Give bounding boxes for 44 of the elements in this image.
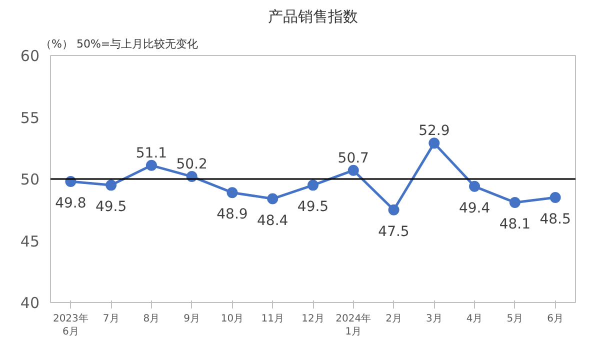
y-tick-label: 55 (20, 108, 40, 127)
point (308, 180, 318, 191)
data-label: 47.5 (378, 224, 410, 240)
y-tick-label: 40 (20, 294, 40, 312)
x-tick-label: 2月 (386, 314, 402, 324)
data-label: 50.7 (338, 150, 369, 166)
x-tick-label: 5月 (506, 314, 524, 324)
point (226, 187, 238, 198)
x-tick-label: 2023年 6月 (52, 312, 88, 338)
x-tick-label: 9月 (184, 314, 200, 324)
point (550, 192, 561, 204)
x-tick-label: 12月 (302, 314, 324, 324)
x-tick-label: 4月 (466, 314, 483, 324)
data-label: 49.5 (95, 199, 127, 216)
point (428, 138, 440, 149)
data-label: 51.1 (136, 145, 168, 162)
point (106, 180, 117, 191)
x-tick-label: 8月 (143, 314, 160, 324)
y-tick-label: 50 (20, 170, 40, 188)
point (469, 180, 480, 192)
chart-title: 产品销售指数 (268, 8, 358, 26)
x-tick-label: 10月 (220, 314, 244, 324)
y-tick-label: 60 (20, 47, 40, 65)
data-label: 48.5 (540, 212, 571, 228)
point (388, 204, 400, 216)
x-tick-label: 11月 (261, 314, 284, 324)
data-label: 48.9 (216, 206, 248, 223)
data-label: 48.1 (499, 216, 531, 232)
data-label: 50.2 (176, 156, 208, 173)
x-tick-label: 3月 (426, 314, 442, 324)
y-tick-label: 45 (20, 232, 40, 250)
point (267, 193, 278, 204)
data-label: 49.4 (458, 200, 490, 216)
data-label: 49.8 (55, 195, 86, 212)
point (348, 164, 359, 176)
data-label: 49.5 (297, 199, 329, 216)
data-label: 52.9 (418, 123, 450, 140)
x-tick-label: 2024年 1月 (336, 312, 372, 338)
x-tick-label: 6月 (547, 314, 564, 324)
x-tick-label: 7月 (102, 314, 120, 324)
point (146, 160, 157, 171)
point (509, 196, 520, 208)
data-label: 48.4 (257, 212, 288, 229)
text: （%） 50%=与上月比较无变化 (40, 38, 198, 50)
